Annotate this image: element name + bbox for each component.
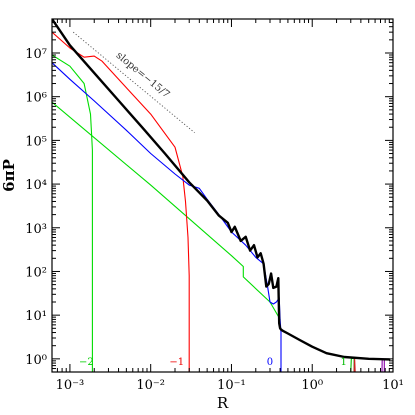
x-tick-label: 10⁰ (301, 378, 323, 393)
slope-annotation: slope=−15/7 (114, 50, 172, 100)
series-line-m-2 (52, 54, 93, 372)
y-tick-label: 10⁴ (25, 178, 47, 193)
x-tick-label: 10¹ (382, 378, 404, 393)
curve-label: −1 (169, 357, 184, 368)
y-tick-label: 10⁰ (25, 353, 47, 368)
x-tick-label: 10⁻¹ (217, 378, 246, 393)
series-line-m2-red (353, 357, 356, 372)
curve-label: −2 (79, 357, 94, 368)
y-tick-label: 10¹ (25, 309, 47, 324)
y-tick-label: 10⁷ (25, 47, 47, 62)
y-tick-label: 10⁵ (25, 134, 47, 149)
axis-ticks: 10⁻³ 10⁻² 10⁻¹ 10⁰ 10¹ 10⁰ 10¹ 10² 10³ 10⁴ 10⁵ 10⁶ 1… (25, 18, 404, 393)
series-line-m1 (350, 357, 355, 372)
series-line-m-1 (52, 31, 190, 372)
x-tick-label: 10⁻³ (56, 378, 85, 393)
chart-axes: 10⁻³ 10⁻² 10⁻¹ 10⁰ 10¹ 10⁰ 10¹ 10² 10³ 10⁴ 10⁵ 10⁶ 1… (25, 18, 404, 393)
curve-label: 1 (340, 357, 346, 368)
curve-label: 0 (267, 357, 273, 368)
series-line-m2-purple (381, 358, 385, 372)
y-tick-label: 10³ (25, 222, 47, 237)
chart-annotations: slope=−15/7 −2 −1 0 1 (72, 31, 347, 368)
series-line-m0 (52, 62, 282, 372)
x-axis-title: R (217, 394, 229, 412)
y-axis-title: 6πP (0, 159, 18, 192)
chart-curves (52, 19, 391, 372)
slope-guide-line (72, 31, 195, 134)
x-tick-label: 10⁻² (136, 378, 165, 393)
plot-frame (51, 18, 394, 373)
y-tick-label: 10⁶ (25, 91, 47, 106)
series-line-total (52, 19, 391, 361)
y-tick-label: 10² (25, 265, 47, 280)
